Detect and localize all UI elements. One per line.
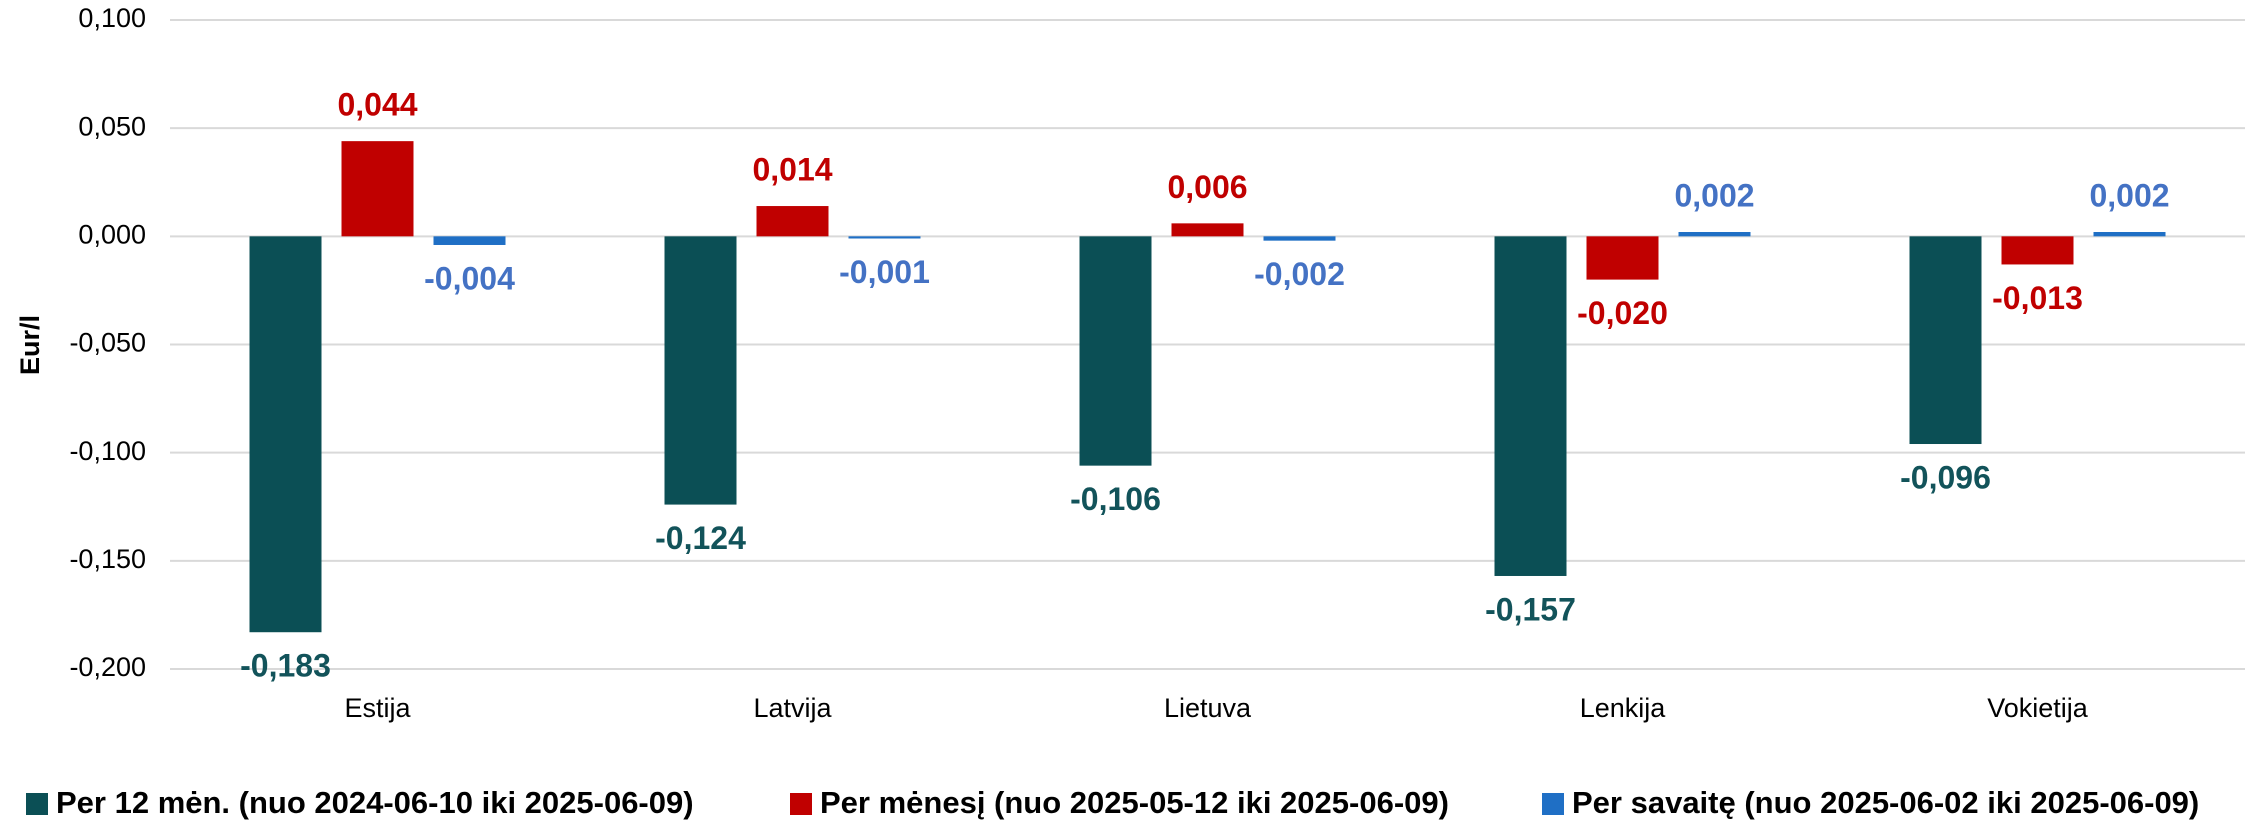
value-label: -0,002 (1254, 256, 1345, 292)
x-tick-label: Lenkija (1580, 693, 1667, 723)
y-tick-label: 0,050 (78, 111, 146, 141)
bar (341, 141, 414, 237)
x-tick-label: Latvija (753, 693, 832, 723)
legend-label: Per mėnesį (nuo 2025-05-12 iki 2025-06-0… (820, 785, 1449, 820)
value-label: -0,183 (240, 648, 331, 684)
legend-swatch (26, 793, 48, 815)
y-axis-label: Eur/l (15, 315, 45, 375)
bar (1909, 236, 1982, 445)
y-tick-label: 0,000 (78, 219, 146, 249)
value-label: 0,002 (1674, 177, 1754, 213)
y-tick-label: 0,100 (78, 3, 146, 33)
x-tick-label: Vokietija (1987, 693, 2089, 723)
legend-swatch (1542, 793, 1564, 815)
bar (1586, 236, 1659, 280)
bar (664, 236, 737, 505)
value-label: 0,006 (1167, 169, 1247, 205)
bar (1079, 236, 1152, 466)
bar (756, 206, 829, 237)
bar (433, 236, 506, 245)
value-label: -0,013 (1992, 280, 2083, 316)
value-label: -0,106 (1070, 481, 1161, 517)
legend-label: Per 12 mėn. (nuo 2024-06-10 iki 2025-06-… (56, 785, 694, 820)
x-tick-label: Estija (344, 693, 411, 723)
value-label: -0,001 (839, 254, 930, 290)
value-label: 0,044 (337, 87, 417, 123)
bar (2001, 236, 2074, 265)
y-tick-label: -0,200 (69, 652, 146, 682)
value-label: 0,014 (752, 151, 832, 187)
x-tick-label: Lietuva (1164, 693, 1252, 723)
value-label: -0,004 (424, 260, 515, 296)
bar (2093, 232, 2166, 237)
y-tick-label: -0,050 (69, 328, 146, 358)
bar (1678, 232, 1751, 237)
bar (1171, 223, 1244, 237)
bar (1263, 236, 1336, 241)
value-label: -0,157 (1485, 591, 1576, 627)
y-tick-label: -0,100 (69, 436, 146, 466)
value-label: -0,020 (1577, 295, 1668, 331)
bar (249, 236, 322, 633)
value-label: -0,124 (655, 520, 746, 556)
value-label: 0,002 (2089, 177, 2169, 213)
legend-label: Per savaitę (nuo 2025-06-02 iki 2025-06-… (1572, 785, 2199, 820)
value-label: -0,096 (1900, 459, 1991, 495)
bar (848, 236, 921, 239)
bar (1494, 236, 1567, 576)
legend-swatch (790, 793, 812, 815)
y-tick-label: -0,150 (69, 544, 146, 574)
